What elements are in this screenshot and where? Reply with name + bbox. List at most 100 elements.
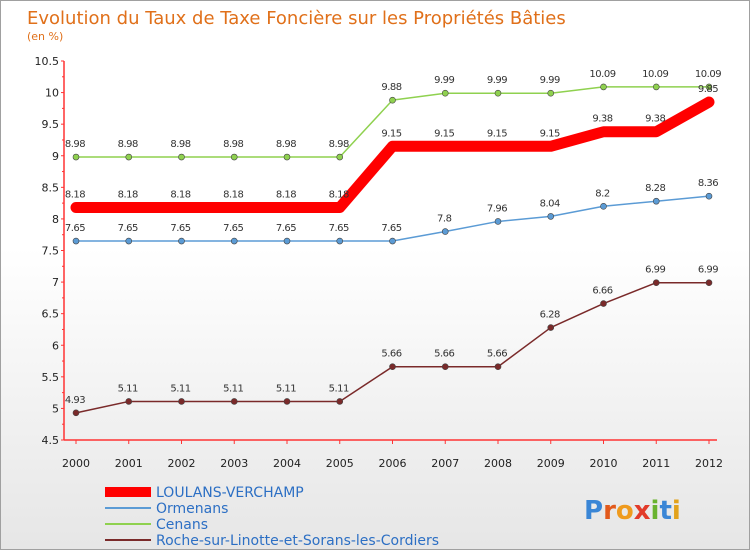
data-label: 5.11 (329, 383, 349, 394)
data-point (389, 363, 396, 371)
logo-letter: t (659, 496, 671, 526)
data-point (230, 398, 238, 405)
data-label: 8.98 (118, 139, 138, 150)
x-tick-label: 2007 (431, 457, 459, 470)
data-label: 5.66 (381, 349, 401, 360)
data-label: 7.96 (487, 203, 507, 214)
data-point (600, 83, 607, 91)
data-label: 5.66 (487, 349, 507, 360)
data-point (178, 153, 185, 161)
data-label: 9.85 (698, 84, 718, 95)
data-label: 9.15 (540, 128, 560, 139)
legend: LOULANS-VERCHAMPOrmenansCenansRoche-sur-… (105, 485, 439, 549)
data-label: 7.65 (65, 223, 85, 234)
data-label: 7.8 (437, 214, 452, 225)
legend-label: Roche-sur-Linotte-et-Sorans-les-Cordiers (156, 533, 439, 549)
data-label: 6.66 (592, 286, 612, 297)
y-tick-label: 6 (52, 339, 59, 352)
logo-letter: x (634, 496, 651, 526)
y-tick-label: 8.5 (42, 181, 60, 194)
data-label: 10.09 (589, 69, 615, 80)
data-label: 8.18 (170, 190, 190, 201)
y-tick-label: 5.5 (42, 371, 60, 384)
data-label: 6.28 (540, 310, 560, 321)
data-point (125, 237, 133, 245)
data-point (494, 89, 502, 97)
data-label: 7.65 (223, 223, 243, 234)
series-layer (70, 83, 715, 417)
data-label: 7.65 (118, 223, 138, 234)
data-point (652, 197, 660, 205)
data-label: 7.65 (276, 223, 296, 234)
y-tick-label: 6.5 (42, 308, 60, 321)
x-tick-label: 2004 (273, 457, 301, 470)
x-tick-label: 2010 (590, 457, 618, 470)
data-label: 9.99 (487, 75, 507, 86)
data-point (441, 89, 449, 97)
data-label: 5.11 (276, 383, 296, 394)
data-point (389, 237, 396, 245)
data-label: 8.98 (276, 139, 296, 150)
data-label: 5.11 (118, 383, 138, 394)
y-tick-label: 10.5 (35, 55, 60, 68)
data-label: 6.99 (698, 265, 718, 276)
data-point (705, 83, 713, 91)
unit-label: (en %) (27, 30, 63, 43)
data-point (230, 237, 238, 245)
proxiti-logo: Proxiti (584, 496, 681, 526)
data-label: 8.36 (698, 178, 718, 189)
legend-label: Ormenans (156, 501, 228, 517)
y-tick-label: 7 (52, 276, 59, 289)
data-label: 7.65 (170, 223, 190, 234)
x-tick-label: 2001 (115, 457, 143, 470)
x-tick-label: 2000 (62, 457, 90, 470)
data-point (125, 398, 133, 405)
data-label: 4.93 (65, 395, 85, 406)
data-point (441, 363, 449, 371)
data-point (652, 83, 660, 91)
data-label: 9.99 (540, 75, 560, 86)
data-label: 8.04 (540, 198, 560, 209)
x-tick-label: 2005 (326, 457, 354, 470)
x-tick-label: 2012 (695, 457, 723, 470)
y-tick-label: 7.5 (42, 245, 60, 258)
data-label: 8.98 (329, 139, 349, 150)
chart-title: Evolution du Taux de Taxe Foncière sur l… (27, 8, 566, 29)
x-tick-label: 2006 (379, 457, 407, 470)
data-point (283, 153, 291, 161)
data-label: 8.18 (329, 190, 349, 201)
y-tick-label: 10 (45, 87, 59, 100)
data-point (494, 363, 502, 371)
data-point (230, 153, 238, 161)
data-label: 9.15 (381, 128, 401, 139)
data-label: 9.15 (434, 128, 454, 139)
data-label: 8.18 (65, 190, 85, 201)
logo-letter: o (616, 496, 634, 526)
data-label: 8.18 (118, 190, 138, 201)
data-point (494, 218, 502, 225)
data-point (547, 324, 555, 331)
y-tick-label: 8 (52, 213, 59, 226)
data-label: 10.09 (642, 69, 668, 80)
legend-label: Cenans (156, 517, 208, 533)
data-label: 7.65 (381, 223, 401, 234)
data-label: 10.09 (695, 69, 721, 80)
data-point (547, 89, 555, 97)
y-tick-label: 9.5 (42, 118, 60, 131)
data-point (441, 228, 449, 235)
x-tick-label: 2002 (168, 457, 196, 470)
data-labels: 4.93 5.11 5.11 5.11 5.11 5.11 5.66 5.66 5.66 6.28… (65, 69, 722, 406)
data-point (336, 398, 344, 405)
data-label: 8.98 (170, 139, 190, 150)
data-label: 6.99 (645, 265, 665, 276)
logo-letter: i (651, 496, 660, 526)
data-label: 8.18 (223, 190, 243, 201)
logo-letter: r (603, 496, 616, 526)
data-point (389, 96, 396, 104)
logo-letter: i (672, 496, 681, 526)
data-label: 8.2 (595, 188, 610, 199)
data-label: 5.11 (170, 383, 190, 394)
data-label: 7.65 (329, 223, 349, 234)
